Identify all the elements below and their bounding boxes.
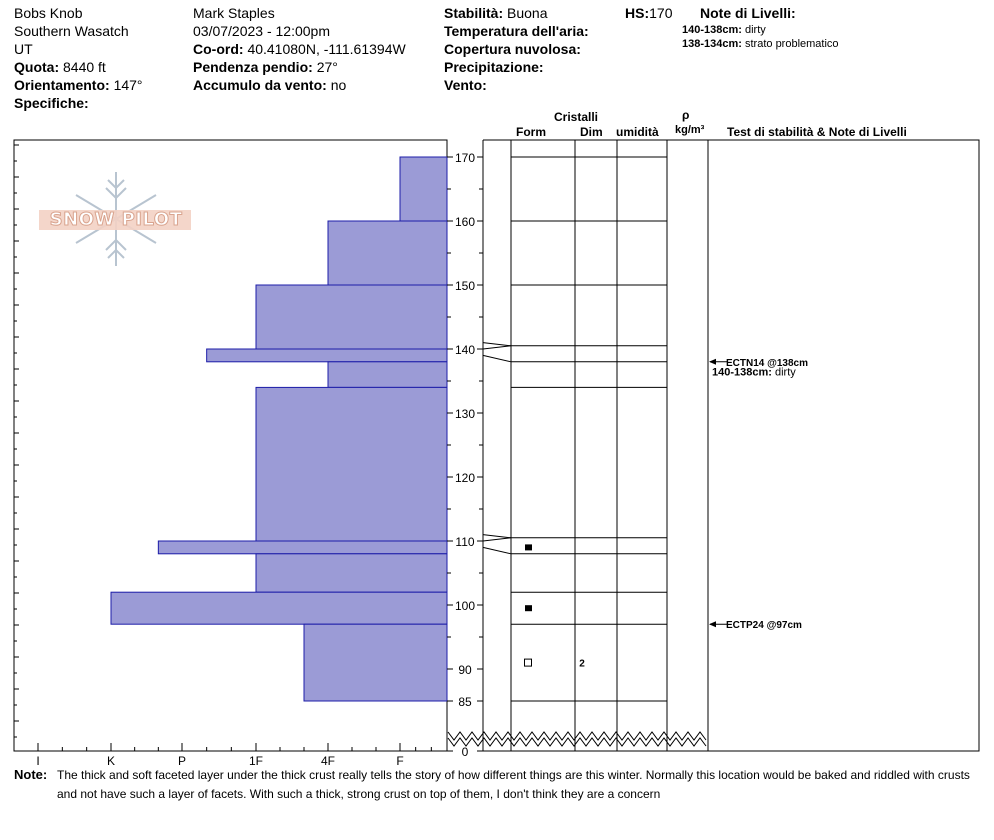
hardness-label-4F: 4F — [321, 754, 335, 768]
stability-test-arrowhead-0 — [709, 358, 716, 365]
state: UT — [14, 41, 33, 57]
hardness-bar-0 — [399, 156, 448, 222]
layer-note-1-range: 140-138cm: — [682, 24, 742, 36]
footer-note-label: Note: — [14, 767, 48, 782]
slope-value: 27° — [316, 59, 338, 75]
hardness-bar-5 — [255, 386, 448, 542]
layer-note-2: 138-134cm: strato problematico — [682, 38, 839, 51]
hs-value: 170 — [649, 5, 673, 21]
layer-note-2-range: 138-134cm: — [682, 38, 742, 50]
hardness-bar-4 — [327, 361, 448, 388]
wind-label: Vento: — [444, 77, 487, 93]
observer-name: Mark Staples — [193, 5, 275, 21]
layer-connector-108 — [482, 546, 512, 555]
hardness-bar-2 — [255, 284, 448, 350]
depth-label-170: 170 — [455, 151, 475, 165]
observation-datetime: 03/07/2023 - 12:00pm — [193, 23, 330, 39]
elevation-label: Quota: — [14, 59, 60, 75]
cloud-cover-label: Copertura nuvolosa: — [444, 41, 581, 57]
elevation-value: 8440 ft — [63, 59, 106, 75]
stability-row: Stabilità: Buona — [444, 5, 548, 21]
hardness-label-1F: 1F — [249, 754, 263, 768]
layer-depth-connector-3 — [482, 342, 512, 347]
hardness-bar-9 — [303, 623, 448, 702]
snow-pilot-logo: SNOW PILOT — [36, 170, 196, 270]
layer-connector-138 — [482, 354, 512, 363]
hardness-bar-7 — [255, 553, 448, 593]
stability-test-label-1: ECTP24 @97cm — [726, 620, 802, 631]
elevation-row: Quota: 8440 ft — [14, 59, 106, 75]
crystals-header: Cristalli — [554, 110, 599, 124]
wind-loading-label: Accumulo da vento: — [193, 77, 327, 93]
wind-loading-row: Accumulo da vento: no — [193, 77, 346, 93]
coord-row: Co-ord: 40.41080N, -111.61394W — [193, 41, 406, 57]
slope-row: Pendenza pendio: 27° — [193, 59, 338, 75]
depth-break-zigzag-upper — [447, 731, 707, 741]
grain-size-2: 2 — [579, 659, 585, 670]
hardness-label-F: F — [396, 754, 403, 768]
stability-test-label-0: ECTN14 @138cm — [726, 358, 808, 369]
hardness-bar-8 — [110, 591, 448, 625]
grain-form-symbol-1 — [525, 605, 532, 612]
coord-label: Co-ord: — [193, 41, 244, 57]
depth-label-110: 110 — [455, 535, 474, 549]
layer-comment-text: dirty — [775, 366, 796, 378]
layer-note-1-text: dirty — [745, 24, 766, 36]
layer-note-1: 140-138cm: dirty — [682, 24, 766, 37]
hardness-label-K: K — [107, 754, 115, 768]
depth-label-120: 120 — [455, 471, 475, 485]
grain-form-symbol-0 — [525, 544, 532, 551]
footer-note-line-2: and not have such a layer of facets. Wit… — [57, 787, 661, 801]
hardness-bar-1 — [327, 220, 448, 286]
footer-note-line-1: The thick and soft faceted layer under t… — [57, 768, 970, 782]
depth-break-zigzag-lower — [447, 737, 707, 747]
tests-notes-header: Test di stabilità & Note di Livelli — [727, 125, 907, 139]
wind-loading-value: no — [330, 77, 347, 93]
stability-label: Stabilità: — [444, 5, 504, 21]
tests-panel-frame — [707, 139, 980, 752]
aspect-label: Orientamento: — [14, 77, 110, 93]
hardness-bar-3 — [206, 348, 448, 363]
location-name: Bobs Knob — [14, 5, 83, 21]
depth-label-85: 85 — [458, 695, 472, 709]
aspect-value: 147° — [113, 77, 143, 93]
layer-depth-connector-6 — [482, 534, 512, 539]
coord-value: 40.41080N, -111.61394W — [247, 41, 406, 57]
specifics-label: Specifiche: — [14, 95, 89, 111]
logo-text: SNOW PILOT — [49, 209, 183, 231]
depth-label-100: 100 — [455, 599, 475, 613]
precip-label: Precipitazione: — [444, 59, 544, 75]
hs-row: HS:170 — [625, 5, 672, 21]
depth-label-0: 0 — [462, 745, 469, 759]
aspect-row: Orientamento: 147° — [14, 77, 143, 93]
rho-header: ρ — [682, 108, 690, 122]
hardness-label-P: P — [178, 754, 186, 768]
density-unit-header: kg/m³ — [675, 124, 705, 136]
layer-notes-label: Note di Livelli: — [700, 5, 796, 21]
depth-label-90: 90 — [458, 663, 472, 677]
air-temp-label: Temperatura dell'aria: — [444, 23, 589, 39]
dim-header: Dim — [580, 125, 603, 139]
hardness-bar-6 — [157, 540, 448, 555]
stability-test-arrowhead-1 — [709, 621, 716, 628]
moisture-header: umidità — [616, 125, 659, 139]
depth-label-140: 140 — [455, 343, 475, 357]
mountain-range: Southern Wasatch — [14, 23, 129, 39]
depth-label-150: 150 — [455, 279, 475, 293]
layer-comment-range: 140-138cm: — [712, 366, 775, 378]
layer-connector-110 — [482, 537, 512, 542]
stability-value: Buona — [507, 5, 548, 21]
grain-form-symbol-2 — [524, 658, 532, 667]
layer-comment-0: 140-138cm: dirty — [712, 366, 796, 378]
layer-note-2-text: strato problematico — [745, 38, 839, 50]
slope-label: Pendenza pendio: — [193, 59, 313, 75]
depth-label-130: 130 — [455, 407, 475, 421]
depth-label-160: 160 — [455, 215, 475, 229]
hs-label: HS: — [625, 5, 650, 21]
snowflake-icon — [39, 172, 191, 266]
hardness-label-I: I — [36, 754, 39, 768]
layer-connector-140 — [482, 345, 512, 350]
form-header: Form — [516, 125, 546, 139]
